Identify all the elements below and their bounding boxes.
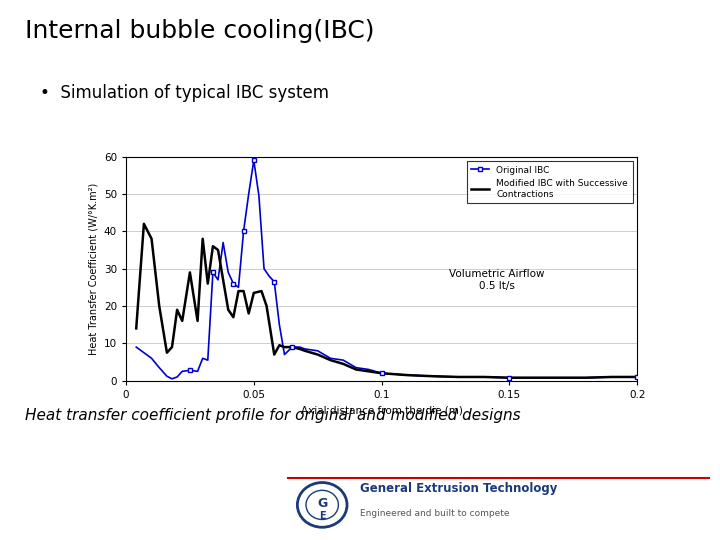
Y-axis label: Heat Transfer Coefficient (W/°K.m²): Heat Transfer Coefficient (W/°K.m²) <box>89 183 99 355</box>
Text: G: G <box>317 497 328 510</box>
X-axis label: Axial distance from the die (m): Axial distance from the die (m) <box>301 406 462 415</box>
Text: Internal bubble cooling(IBC): Internal bubble cooling(IBC) <box>25 19 374 43</box>
Text: Heat transfer coefficient profile for original and modified designs: Heat transfer coefficient profile for or… <box>25 408 521 423</box>
Text: E: E <box>319 511 325 521</box>
Text: Engineered and built to compete: Engineered and built to compete <box>360 509 510 517</box>
Text: •  Simulation of typical IBC system: • Simulation of typical IBC system <box>40 84 328 102</box>
Legend: Original IBC, Modified IBC with Successive
Contractions: Original IBC, Modified IBC with Successi… <box>467 161 633 203</box>
Text: General Extrusion Technology: General Extrusion Technology <box>360 482 557 495</box>
Text: Volumetric Airflow
0.5 lt/s: Volumetric Airflow 0.5 lt/s <box>449 269 544 291</box>
